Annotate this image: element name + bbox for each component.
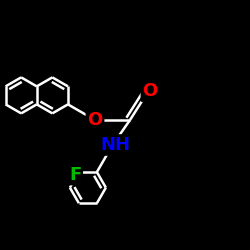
Text: O: O bbox=[88, 111, 103, 129]
Text: F: F bbox=[69, 166, 81, 184]
Text: NH: NH bbox=[100, 136, 130, 154]
Text: O: O bbox=[142, 82, 158, 100]
